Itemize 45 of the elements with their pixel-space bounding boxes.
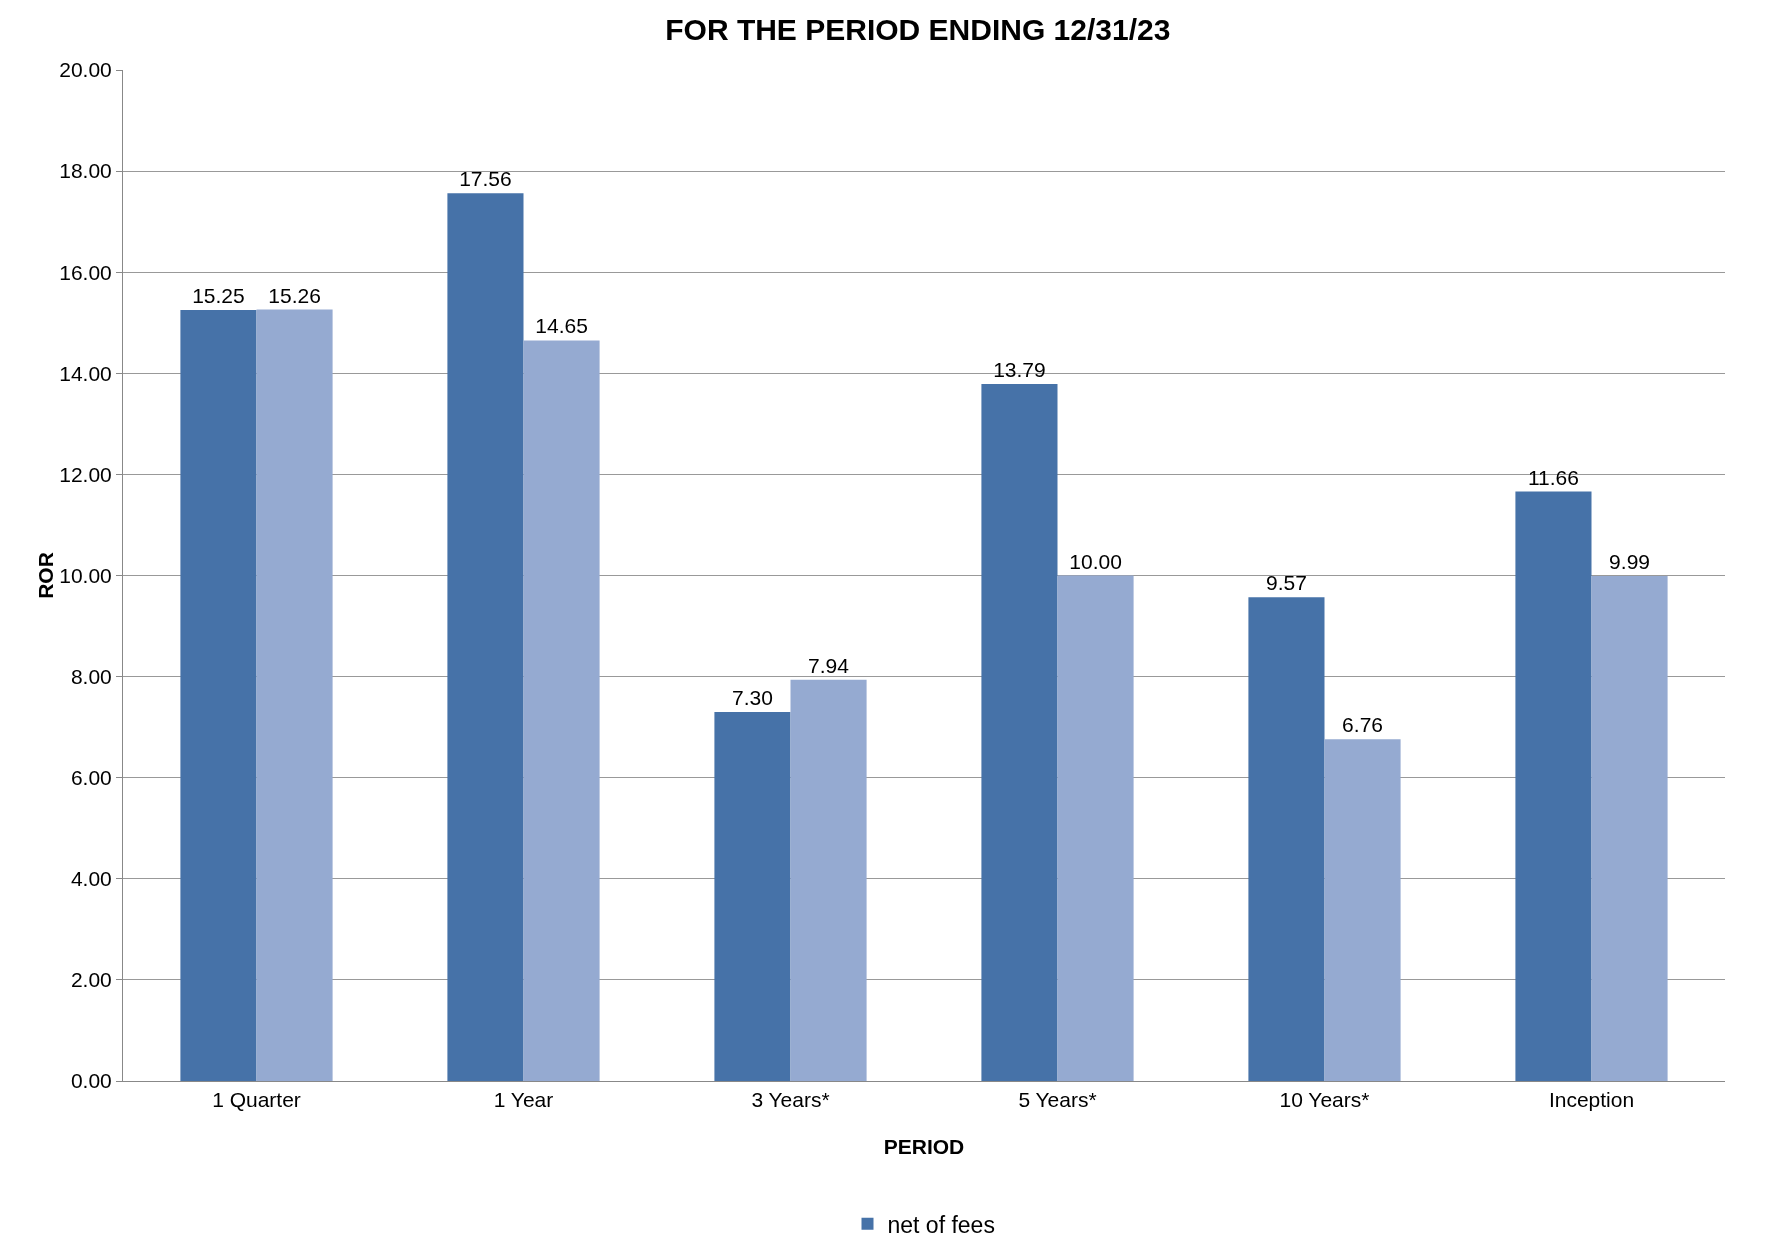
x-tick-label: 5 Years*: [1018, 1088, 1097, 1112]
bar: [523, 340, 600, 1081]
data-label: 7.30: [732, 685, 773, 709]
x-tick-label: Inception: [1548, 1088, 1635, 1112]
y-tick-label: 18.00: [59, 159, 112, 183]
x-tick-label: 1 Quarter: [212, 1088, 301, 1112]
bar: [714, 711, 791, 1081]
x-tick-label: 10 Years*: [1279, 1088, 1370, 1112]
data-label: 7.94: [807, 653, 850, 677]
bar: [1515, 491, 1592, 1081]
data-label: 15.26: [268, 283, 321, 307]
bar: [1057, 575, 1134, 1081]
data-label: 9.57: [1266, 571, 1307, 595]
data-label: 13.79: [993, 357, 1046, 381]
data-label: 11.66: [1527, 465, 1579, 489]
y-tick-label: 14.00: [59, 361, 112, 385]
y-tick-label: 10.00: [59, 563, 112, 587]
y-tick-label: 6.00: [70, 766, 112, 790]
y-tick-label: 8.00: [70, 664, 112, 688]
y-tick-label: 0.00: [70, 1069, 112, 1093]
data-label: 10.00: [1069, 549, 1122, 573]
bar: [180, 310, 257, 1081]
data-label: 15.25: [192, 284, 245, 308]
data-label: 14.65: [535, 314, 588, 338]
x-tick-label: 3 Years*: [751, 1088, 830, 1112]
y-tick-label: 12.00: [59, 462, 112, 486]
legend-label: net of fees: [887, 1211, 995, 1238]
bar: [981, 383, 1058, 1081]
data-label: 9.99: [1609, 550, 1650, 574]
bar: [256, 309, 333, 1081]
bar: [1248, 597, 1325, 1081]
data-label: 6.76: [1342, 713, 1383, 737]
y-axis-title: ROR: [34, 552, 58, 599]
y-tick-label: 2.00: [70, 968, 112, 992]
bar: [1591, 576, 1668, 1081]
y-tick-label: 20.00: [59, 58, 112, 82]
x-axis-title: PERIOD: [883, 1135, 965, 1158]
bar: [790, 679, 867, 1081]
data-label: 17.56: [459, 167, 512, 191]
chart-title: FOR THE PERIOD ENDING 12/31/23: [665, 12, 1171, 46]
y-tick-label: 4.00: [70, 867, 112, 891]
x-tick-label: 1 Year: [493, 1088, 554, 1112]
y-tick-label: 16.00: [59, 260, 112, 284]
bar: [447, 193, 524, 1081]
bar: [1324, 739, 1401, 1081]
